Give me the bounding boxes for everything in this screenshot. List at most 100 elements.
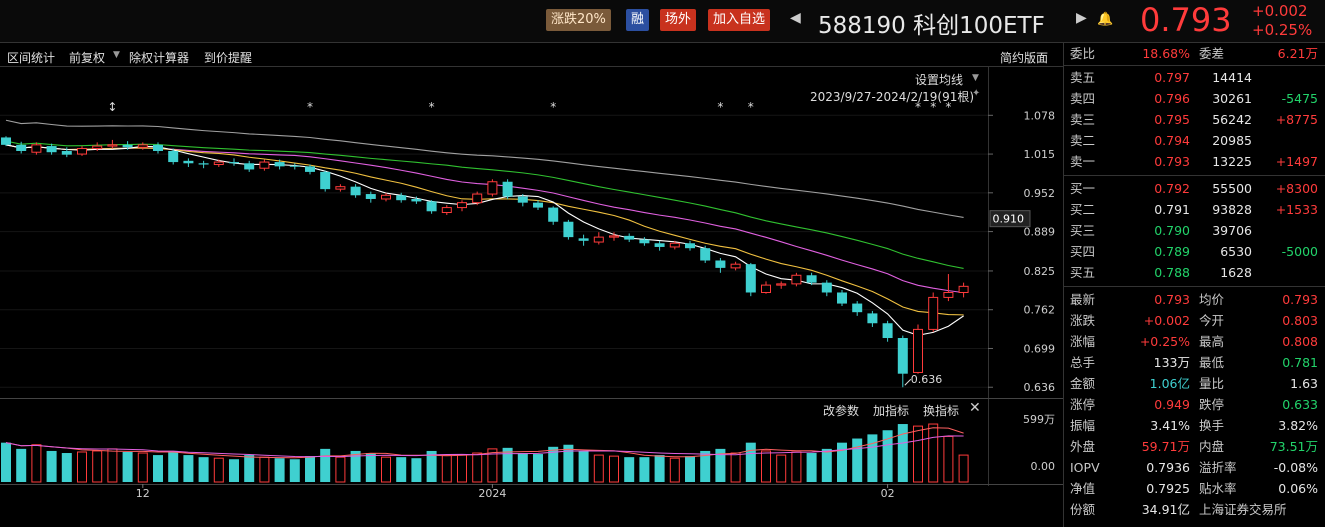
- candle-body: [715, 260, 726, 268]
- ma5-line: [5, 144, 964, 336]
- price-axis-label: 0.636: [1024, 381, 1056, 394]
- candle-body: [821, 282, 832, 293]
- candle-body: [837, 292, 847, 304]
- pin-icon[interactable]: ✦: [972, 88, 981, 99]
- candle-body: [882, 323, 893, 339]
- volume-bar: [897, 424, 908, 482]
- ma10-line: [5, 144, 964, 316]
- volume-bar: [654, 455, 665, 482]
- bid-price: 0.790: [1154, 223, 1190, 238]
- volume-bar: [806, 453, 817, 482]
- candle-body: [897, 338, 908, 374]
- stat-label: 外盘: [1070, 439, 1096, 454]
- ma-settings[interactable]: 设置均线: [915, 73, 964, 87]
- volume-bar: [487, 448, 498, 483]
- candle-body: [350, 186, 361, 196]
- candle-body: [229, 162, 239, 164]
- event-star-icon: *: [930, 100, 936, 114]
- volume-bar: [46, 450, 57, 482]
- toolbar-adjust[interactable]: 前复权: [69, 51, 106, 65]
- stat-label: 跌停: [1199, 397, 1225, 412]
- bid-change: +8300: [1275, 181, 1318, 196]
- ask-label: 卖五: [1070, 70, 1096, 85]
- bid-label: 买一: [1070, 181, 1096, 196]
- quote-panel: 委比 18.68% 委差 6.21万 卖五 0.797 14414 卖四 0.796 30…: [1063, 43, 1325, 527]
- ask-label: 卖二: [1070, 133, 1096, 148]
- ma-settings-dropdown-icon[interactable]: ▼: [972, 73, 979, 83]
- candle-body: [411, 198, 422, 202]
- bid-volume: 6530: [1220, 244, 1252, 259]
- candle-body: [213, 161, 224, 166]
- volume-bar: [928, 423, 939, 483]
- stat-label: 今开: [1199, 313, 1225, 328]
- bid-change: +1533: [1275, 202, 1318, 217]
- weicha-label: 委差: [1199, 46, 1225, 61]
- toolbar-price-alert[interactable]: 到价提醒: [204, 51, 253, 65]
- badge-limit[interactable]: 涨跌20%: [546, 9, 611, 31]
- candle-body: [852, 303, 863, 313]
- volume-bar: [852, 438, 863, 482]
- prev-stock-arrow-icon[interactable]: ◀: [790, 10, 801, 26]
- volume-bar: [365, 453, 376, 482]
- x-axis-label: 12: [136, 487, 150, 500]
- stat-label: 最低: [1199, 355, 1225, 370]
- volume-bar: [168, 450, 179, 482]
- alert-bell-icon[interactable]: 🔔: [1097, 12, 1114, 27]
- bid-volume: 1628: [1220, 265, 1252, 280]
- volume-close-icon[interactable]: ✕: [969, 400, 981, 416]
- volume-swap-indicator[interactable]: 换指标: [923, 404, 960, 418]
- candle-body: [274, 162, 285, 167]
- candle-body: [761, 284, 771, 293]
- stat-label: 份额: [1070, 502, 1096, 517]
- stat-value: 3.82%: [1278, 418, 1318, 433]
- volume-bar: [502, 447, 513, 482]
- event-star-icon: *: [307, 100, 313, 114]
- candle-body: [107, 144, 118, 147]
- candle-body: [153, 144, 163, 151]
- ask-volume: 20985: [1212, 133, 1252, 148]
- volume-bar: [61, 453, 72, 482]
- x-axis-label: 02: [881, 487, 895, 500]
- badge-otc[interactable]: 场外: [660, 9, 697, 31]
- stat-value: 1.63: [1290, 376, 1318, 391]
- volume-bar: [745, 442, 756, 482]
- volume-axis-label: 0.00: [1031, 460, 1056, 473]
- bid-label: 买二: [1070, 202, 1096, 217]
- badge-margin[interactable]: 融: [626, 9, 650, 31]
- volume-bar: [335, 456, 346, 483]
- candle-body: [77, 148, 87, 155]
- volume-bar: [776, 454, 787, 483]
- last-price: 0.793: [1140, 1, 1232, 39]
- ask-change: [1254, 68, 1318, 88]
- add-watchlist-button[interactable]: 加入自选: [708, 9, 771, 31]
- volume-edit-params[interactable]: 改参数: [823, 404, 860, 418]
- volume-add-indicator[interactable]: 加指标: [873, 404, 910, 418]
- event-star-icon: *: [717, 100, 723, 114]
- volume-bar: [213, 457, 224, 483]
- ask-price: 0.796: [1154, 91, 1190, 106]
- candle-body: [867, 313, 878, 324]
- date-range-label: 2023/9/27-2024/2/19(91根): [810, 90, 975, 104]
- candle-body: [928, 296, 939, 330]
- stat-label: 最高: [1199, 334, 1225, 349]
- toolbar-exright-calc[interactable]: 除权计算器: [129, 51, 190, 65]
- ask-volume: 14414: [1212, 70, 1252, 85]
- stat-label: 总手: [1070, 355, 1096, 370]
- stat-value: 0.633: [1282, 397, 1318, 412]
- toolbar-range-stats[interactable]: 区间统计: [7, 51, 56, 65]
- kline-chart[interactable]: 1.078 1.015 0.952 0.889 0.825 0.762 0.699 0.636…: [0, 0, 1063, 527]
- toolbar-adjust-dropdown-icon[interactable]: ▼: [113, 50, 120, 60]
- price-change: +0.002: [1252, 2, 1308, 20]
- volume-bar: [715, 448, 726, 482]
- next-stock-arrow-icon[interactable]: ▶: [1076, 10, 1087, 26]
- toolbar-simple-layout[interactable]: 简约版面: [1000, 51, 1049, 65]
- ask-label: 卖三: [1070, 112, 1096, 127]
- candle-body: [502, 181, 513, 197]
- bid-price: 0.789: [1154, 244, 1190, 259]
- candle-body: [700, 248, 711, 261]
- volume-bar: [958, 454, 969, 483]
- candle-body: [472, 193, 483, 204]
- candle-body: [624, 235, 635, 240]
- volume-bar: [305, 456, 315, 482]
- candle-body: [791, 274, 802, 285]
